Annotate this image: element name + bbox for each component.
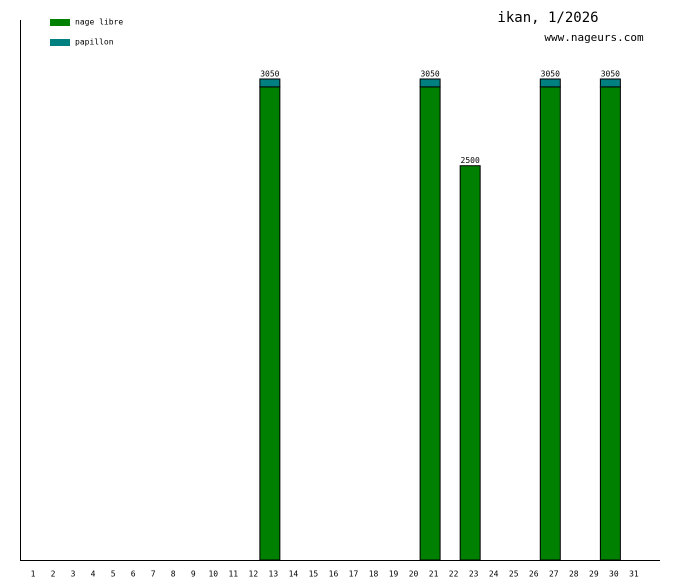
- legend-label: nage libre: [75, 18, 123, 27]
- legend-label: papillon: [75, 38, 114, 47]
- x-tick-label: 19: [389, 570, 399, 579]
- value-label: 2500: [461, 156, 480, 165]
- x-tick-label: 3: [71, 570, 76, 579]
- x-tick-label: 18: [369, 570, 379, 579]
- x-tick-label: 29: [589, 570, 599, 579]
- bar-segment: [259, 78, 281, 88]
- x-tick-label: 22: [449, 570, 459, 579]
- x-tick-label: 10: [208, 570, 218, 579]
- legend-swatch: [50, 19, 70, 26]
- bar-segment: [259, 86, 281, 561]
- x-tick-label: 4: [91, 570, 96, 579]
- x-tick-label: 27: [549, 570, 559, 579]
- x-tick-label: 20: [409, 570, 419, 579]
- bar-segment: [459, 165, 481, 561]
- chart-subtitle: www.nageurs.com: [544, 31, 644, 44]
- x-tick-label: 21: [429, 570, 439, 579]
- x-tick-label: 6: [131, 570, 136, 579]
- x-tick-label: 15: [309, 570, 319, 579]
- x-tick-label: 30: [609, 570, 619, 579]
- bar-segment: [599, 78, 621, 88]
- bar-segment: [539, 78, 561, 88]
- bar-segment: [539, 86, 561, 561]
- value-label: 3050: [541, 69, 560, 78]
- value-label: 3050: [420, 69, 439, 78]
- x-tick-label: 25: [509, 570, 519, 579]
- x-tick-label: 12: [249, 570, 259, 579]
- legend-swatch: [50, 39, 70, 46]
- x-tick-label: 2: [51, 570, 56, 579]
- x-tick-label: 7: [151, 570, 156, 579]
- x-tick-label: 5: [111, 570, 116, 579]
- x-tick-label: 23: [469, 570, 479, 579]
- value-label: 3050: [260, 69, 279, 78]
- value-label: 3050: [601, 69, 620, 78]
- x-tick-label: 1: [31, 570, 36, 579]
- bar-segment: [419, 78, 441, 88]
- x-tick-label: 24: [489, 570, 499, 579]
- x-tick-label: 31: [629, 570, 639, 579]
- bar-segment: [599, 86, 621, 561]
- x-tick-label: 11: [228, 570, 238, 579]
- x-tick-label: 13: [269, 570, 279, 579]
- chart-title: ikan, 1/2026: [497, 10, 598, 26]
- x-tick-label: 9: [191, 570, 196, 579]
- x-tick-label: 8: [171, 570, 176, 579]
- x-tick-label: 28: [569, 570, 579, 579]
- x-tick-label: 14: [289, 570, 299, 579]
- bar-segment: [419, 86, 441, 561]
- x-tick-label: 17: [349, 570, 359, 579]
- x-tick-label: 16: [329, 570, 339, 579]
- x-tick-label: 26: [529, 570, 539, 579]
